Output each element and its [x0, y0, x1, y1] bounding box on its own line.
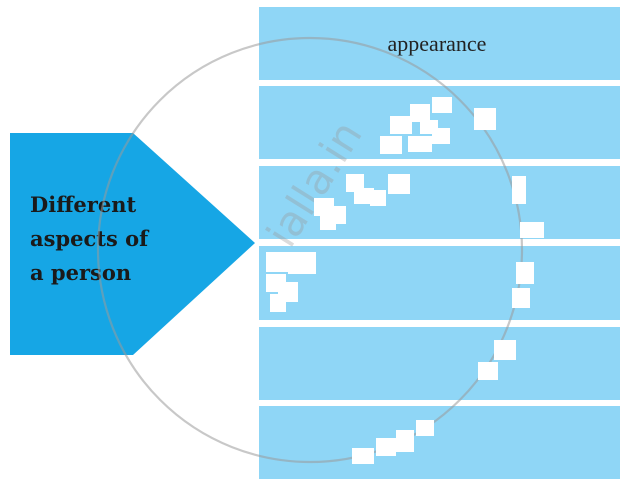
artifact-square: [494, 340, 516, 360]
artifact-square: [408, 136, 432, 152]
band-4: [259, 246, 620, 320]
artifact-square: [354, 188, 374, 204]
artifact-square: [380, 136, 402, 154]
artifact-square: [376, 438, 396, 456]
artifact-square: [512, 288, 530, 308]
artifact-square: [512, 176, 526, 204]
arrow-line-2: aspects of: [30, 226, 150, 251]
artifact-square: [370, 190, 386, 206]
watermark-circle: [96, 36, 524, 464]
artifact-squares: [266, 97, 544, 464]
aspect-bands: [259, 7, 620, 479]
artifact-square: [266, 252, 288, 272]
artifact-square: [432, 128, 450, 144]
artifact-square: [388, 174, 410, 194]
artifact-square: [320, 214, 336, 230]
artifact-square: [288, 252, 316, 274]
aspects-arrow: [10, 133, 255, 355]
arrow-line-3: a person: [30, 260, 131, 285]
artifact-square: [516, 262, 534, 284]
artifact-square: [352, 448, 374, 464]
band-1-label: appearance: [388, 31, 487, 56]
band-5: [259, 327, 620, 400]
artifact-square: [474, 108, 496, 130]
artifact-square: [432, 97, 452, 113]
artifact-square: [478, 362, 498, 380]
band-1: [259, 7, 620, 80]
artifact-square: [416, 420, 434, 436]
artifact-square: [270, 294, 286, 312]
arrow-line-1: Different: [30, 192, 136, 217]
artifact-square: [520, 222, 544, 238]
artifact-square: [396, 430, 414, 452]
artifact-square: [390, 116, 412, 134]
artifact-square: [410, 104, 430, 122]
artifact-square: [346, 174, 364, 192]
